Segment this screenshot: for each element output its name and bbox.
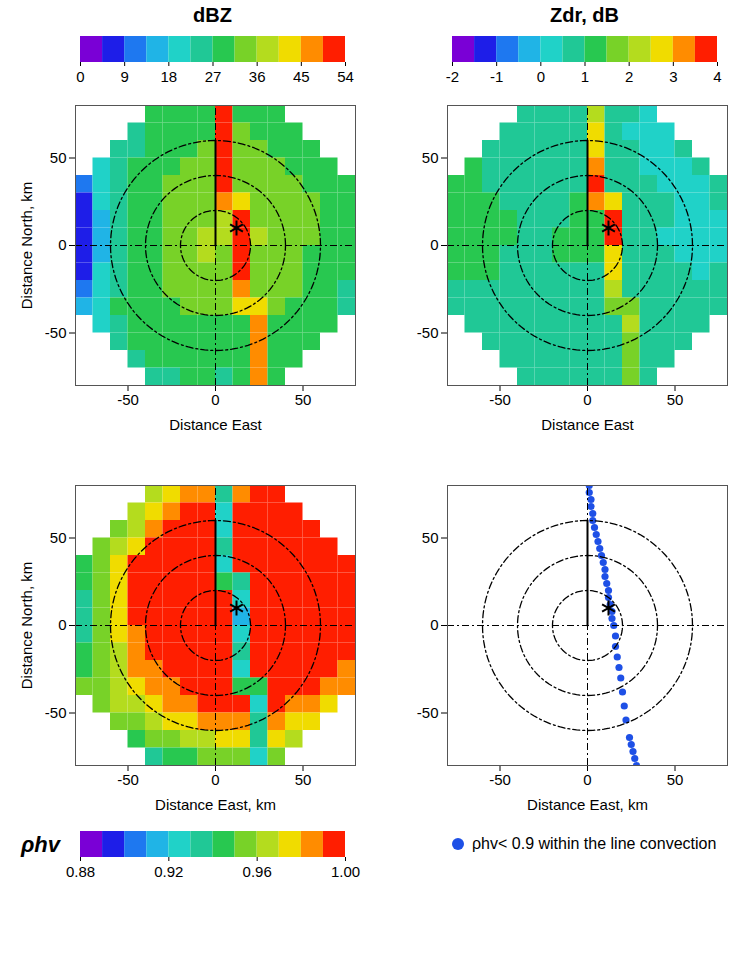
svg-text:Distance East, km: Distance East, km [527,796,648,813]
svg-text:50: 50 [50,529,67,546]
svg-text:18: 18 [160,68,177,85]
svg-text:50: 50 [667,391,684,408]
svg-text:-50: -50 [117,391,139,408]
svg-text:0: 0 [76,68,84,85]
html-text:dBZ: dBZ [193,4,232,26]
html-text:ρhv< 0.9 within the line conve: ρhv< 0.9 within the line convection [472,835,717,852]
svg-text:0.92: 0.92 [154,863,183,880]
svg-text:0: 0 [58,616,66,633]
svg-text:0: 0 [430,616,438,633]
svg-text:0.96: 0.96 [243,863,272,880]
svg-text:50: 50 [50,149,67,166]
svg-text:45: 45 [293,68,310,85]
svg-text:50: 50 [422,149,439,166]
svg-text:Distance East, km: Distance East, km [155,796,276,813]
svg-text:ρhv: ρhv [20,832,62,857]
svg-text:0: 0 [58,236,66,253]
html-text:Zdr, dB: Zdr, dB [550,4,619,26]
svg-text:0.88: 0.88 [66,863,95,880]
svg-text:Distance North, km: Distance North, km [18,182,35,310]
svg-text:36: 36 [249,68,266,85]
svg-text:50: 50 [295,391,312,408]
svg-text:-50: -50 [417,704,439,721]
svg-text:54: 54 [337,68,354,85]
svg-text:Distance East: Distance East [541,416,634,433]
svg-text:1.00: 1.00 [331,863,360,880]
svg-text:27: 27 [205,68,222,85]
svg-text:50: 50 [422,529,439,546]
svg-text:9: 9 [120,68,128,85]
svg-text:0: 0 [211,391,219,408]
svg-text:50: 50 [667,771,684,788]
svg-text:0: 0 [430,236,438,253]
svg-text:4: 4 [713,68,721,85]
svg-text:-2: -2 [446,68,459,85]
svg-text:0: 0 [583,771,591,788]
svg-text:-50: -50 [45,704,67,721]
svg-text:Distance East: Distance East [169,416,262,433]
svg-text:2: 2 [625,68,633,85]
svg-text:0: 0 [583,391,591,408]
svg-text:-50: -50 [417,324,439,341]
svg-text:0: 0 [537,68,545,85]
svg-text:0: 0 [211,771,219,788]
svg-text:-50: -50 [117,771,139,788]
svg-text:-50: -50 [489,391,511,408]
svg-text:1: 1 [581,68,589,85]
svg-text:50: 50 [295,771,312,788]
svg-text:-50: -50 [45,324,67,341]
svg-text:-1: -1 [490,68,503,85]
svg-text:Distance North, km: Distance North, km [18,562,35,690]
svg-text:-50: -50 [489,771,511,788]
svg-text:3: 3 [669,68,677,85]
